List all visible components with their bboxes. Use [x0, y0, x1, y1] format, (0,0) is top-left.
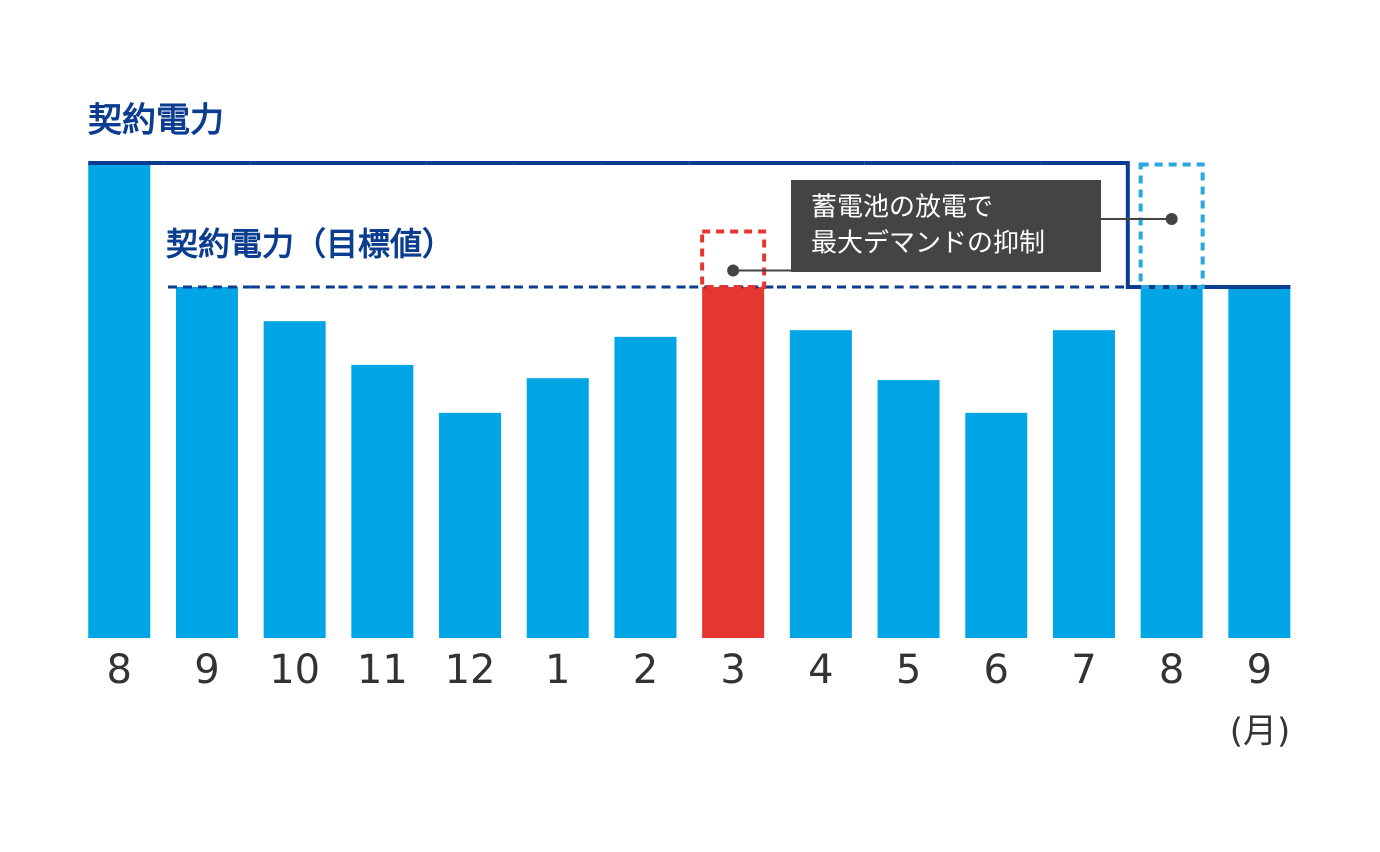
callout-text: 最大デマンドの抑制: [811, 229, 1045, 259]
bar: [789, 330, 852, 638]
bar: [439, 412, 502, 638]
x-tick-label: 2: [633, 647, 658, 693]
bar: [263, 321, 326, 638]
x-tick-label: 11: [357, 647, 408, 693]
x-tick-label: 12: [445, 647, 496, 693]
x-tick-label: 9: [1247, 647, 1272, 693]
x-tick-label: 4: [808, 647, 833, 693]
bar: [526, 378, 589, 638]
x-tick-label: 6: [984, 647, 1009, 693]
bar: [614, 336, 677, 638]
x-tick-label: 1: [545, 647, 570, 693]
chart-title: 契約電力: [88, 101, 224, 141]
bar: [702, 286, 765, 638]
callout-box: [791, 180, 1101, 272]
bar: [1140, 286, 1203, 638]
bar: [175, 286, 238, 638]
bar: [965, 412, 1028, 638]
x-tick-label: 8: [107, 647, 132, 693]
bar: [877, 380, 940, 638]
x-tick-label: 5: [896, 647, 921, 693]
bar: [1052, 330, 1115, 638]
callout-dot: [727, 264, 740, 277]
callout-dot: [1165, 212, 1178, 225]
x-unit: (月): [1230, 712, 1291, 752]
suppressed-peak: [1138, 162, 1205, 289]
x-tick-label: 8: [1159, 647, 1184, 693]
x-tick-label: 10: [269, 647, 320, 693]
bar: [351, 364, 414, 638]
suppressed-peak: [700, 229, 767, 289]
bar: [88, 163, 151, 638]
x-tick-label: 7: [1071, 647, 1096, 693]
x-tick-label: 9: [194, 647, 219, 693]
x-tick-label: 3: [720, 647, 745, 693]
callout-text: 蓄電池の放電で: [811, 193, 993, 223]
bar: [1228, 286, 1291, 638]
target-label: 契約電力（目標値）: [166, 225, 454, 263]
